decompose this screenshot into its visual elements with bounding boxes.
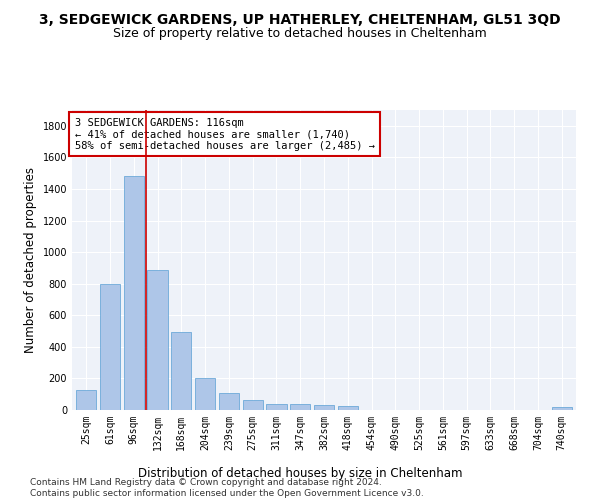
Bar — [171, 332, 191, 410]
Bar — [219, 394, 239, 410]
Bar — [124, 176, 144, 410]
Bar — [266, 404, 287, 410]
Y-axis label: Number of detached properties: Number of detached properties — [24, 167, 37, 353]
Bar — [76, 390, 97, 410]
Bar — [195, 378, 215, 410]
Bar — [290, 404, 310, 410]
Text: Contains HM Land Registry data © Crown copyright and database right 2024.
Contai: Contains HM Land Registry data © Crown c… — [30, 478, 424, 498]
Bar — [242, 400, 263, 410]
Bar — [100, 284, 120, 410]
Text: Distribution of detached houses by size in Cheltenham: Distribution of detached houses by size … — [138, 468, 462, 480]
Text: 3, SEDGEWICK GARDENS, UP HATHERLEY, CHELTENHAM, GL51 3QD: 3, SEDGEWICK GARDENS, UP HATHERLEY, CHEL… — [39, 12, 561, 26]
Bar — [148, 270, 167, 410]
Bar — [314, 406, 334, 410]
Bar — [338, 406, 358, 410]
Text: Size of property relative to detached houses in Cheltenham: Size of property relative to detached ho… — [113, 28, 487, 40]
Bar — [551, 407, 572, 410]
Text: 3 SEDGEWICK GARDENS: 116sqm
← 41% of detached houses are smaller (1,740)
58% of : 3 SEDGEWICK GARDENS: 116sqm ← 41% of det… — [74, 118, 374, 150]
